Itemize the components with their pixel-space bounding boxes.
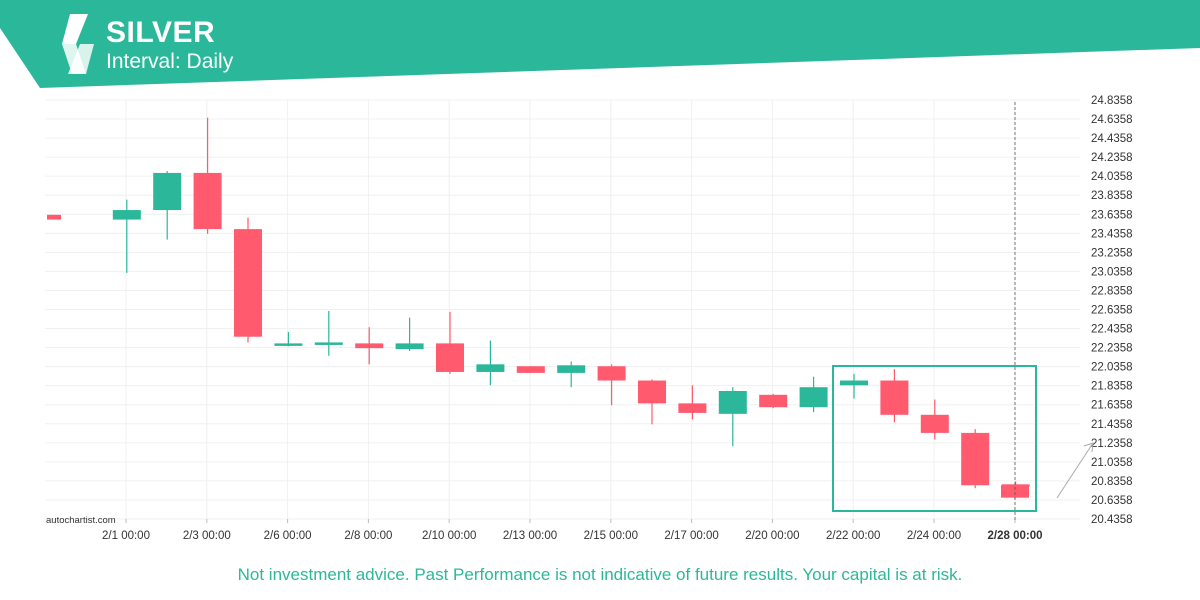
y-tick-label: 22.6358 bbox=[1091, 305, 1133, 317]
x-tick-label: 2/10 00:00 bbox=[422, 530, 476, 542]
page-title: SILVER bbox=[106, 16, 216, 49]
y-tick-label: 22.0358 bbox=[1091, 362, 1133, 374]
y-tick-label: 22.2358 bbox=[1091, 343, 1133, 355]
candle-body bbox=[678, 403, 707, 413]
y-tick-label: 23.2358 bbox=[1091, 247, 1133, 259]
x-tick-label: 2/15 00:00 bbox=[584, 530, 638, 542]
y-tick-label: 24.0358 bbox=[1091, 171, 1133, 183]
y-tick-label: 24.4358 bbox=[1091, 133, 1133, 145]
y-tick-label: 22.4358 bbox=[1091, 324, 1133, 336]
header-banner-shape bbox=[0, 0, 1200, 88]
x-tick-label: 2/13 00:00 bbox=[503, 530, 557, 542]
x-tick-label: 2/17 00:00 bbox=[664, 530, 718, 542]
header-banner bbox=[0, 0, 1200, 88]
candle-body bbox=[840, 380, 868, 386]
candle-body bbox=[395, 343, 424, 350]
y-tick-label: 21.8358 bbox=[1091, 381, 1133, 393]
interval-label: Interval: Daily bbox=[106, 50, 234, 73]
candle-body bbox=[193, 172, 222, 230]
candle-body bbox=[961, 432, 990, 486]
candle-body bbox=[47, 214, 61, 220]
y-tick-label: 24.8358 bbox=[1091, 95, 1133, 107]
candle-body bbox=[436, 343, 464, 372]
candle-body bbox=[718, 390, 747, 414]
x-tick-label: 2/28 00:00 bbox=[988, 530, 1043, 542]
candle-body bbox=[476, 364, 505, 372]
projection-arrowhead bbox=[1083, 442, 1094, 453]
y-tick-label: 21.2358 bbox=[1091, 438, 1133, 450]
y-tick-label: 21.6358 bbox=[1091, 400, 1133, 412]
x-tick-label: 2/24 00:00 bbox=[907, 530, 961, 542]
watermark: autochartist.com bbox=[46, 515, 116, 526]
candle-body bbox=[234, 229, 262, 337]
candle-body bbox=[112, 210, 141, 220]
candle-body bbox=[516, 366, 545, 373]
candle-body bbox=[274, 343, 303, 346]
y-tick-label: 22.8358 bbox=[1091, 285, 1133, 297]
candle-body bbox=[557, 365, 586, 373]
y-tick-label: 20.8358 bbox=[1091, 476, 1133, 488]
disclaimer: Not investment advice. Past Performance … bbox=[237, 565, 963, 584]
x-tick-label: 2/6 00:00 bbox=[264, 530, 312, 542]
projection-arrow bbox=[1056, 442, 1094, 499]
y-tick-label: 23.6358 bbox=[1091, 209, 1133, 221]
y-tick-label: 23.8358 bbox=[1091, 190, 1133, 202]
candle-body bbox=[355, 343, 384, 349]
x-tick-label: 2/1 00:00 bbox=[102, 530, 150, 542]
candle-body bbox=[759, 394, 788, 408]
candle-body bbox=[153, 172, 182, 211]
y-tick-label: 21.4358 bbox=[1091, 419, 1133, 431]
x-tick-label: 2/20 00:00 bbox=[745, 530, 799, 542]
candle-body bbox=[314, 342, 343, 345]
x-tick-label: 2/8 00:00 bbox=[344, 530, 392, 542]
y-tick-label: 23.0358 bbox=[1091, 266, 1133, 278]
pattern-highlight-box bbox=[832, 365, 1037, 512]
y-tick-label: 24.2358 bbox=[1091, 152, 1133, 164]
x-tick-label: 2/22 00:00 bbox=[826, 530, 880, 542]
y-tick-label: 21.0358 bbox=[1091, 457, 1133, 469]
y-tick-label: 23.4358 bbox=[1091, 228, 1133, 240]
y-tick-label: 24.6358 bbox=[1091, 114, 1133, 126]
candle-body bbox=[880, 380, 909, 415]
x-tick-label: 2/3 00:00 bbox=[183, 530, 231, 542]
candle-body bbox=[597, 366, 626, 381]
y-tick-label: 20.6358 bbox=[1091, 495, 1133, 507]
candle-body bbox=[638, 380, 666, 404]
y-tick-label: 20.4358 bbox=[1091, 514, 1133, 526]
candle-body bbox=[1001, 485, 1029, 498]
candle-body bbox=[920, 414, 949, 433]
candle-body bbox=[799, 387, 828, 408]
logo-icon bbox=[62, 14, 94, 74]
